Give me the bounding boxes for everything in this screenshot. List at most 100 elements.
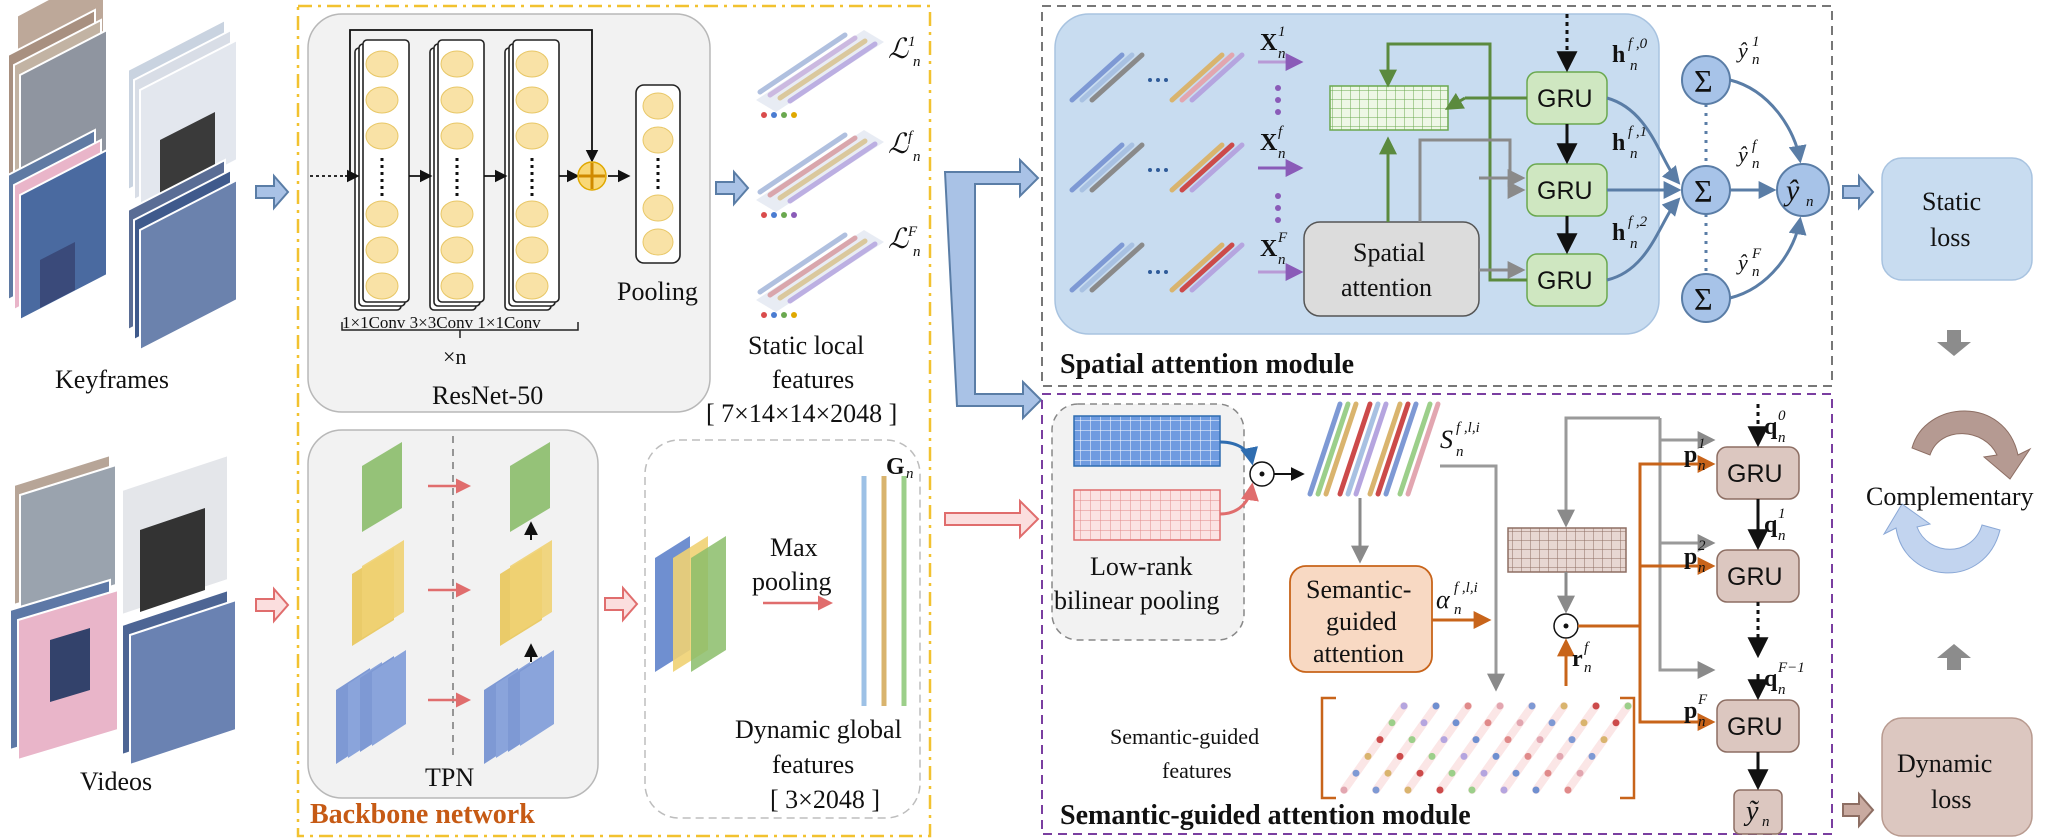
- static-loss-box: [1881, 157, 2033, 281]
- semantic-p-labels: p 1n p 2n p Fn: [1684, 436, 1708, 730]
- resnet-neurons: [365, 50, 549, 300]
- pooling-neurons: [642, 92, 674, 256]
- semantic-gru-flow: [1557, 404, 1769, 791]
- semantic-attention-line2: guided: [1326, 607, 1397, 636]
- svg-text:q: q: [1764, 512, 1778, 538]
- semantic-feature-strip: [1532, 702, 1600, 794]
- semantic-feature-dot: [1376, 736, 1384, 744]
- spatial-strip-ellipsis: [1148, 78, 1168, 274]
- svg-text:n: n: [1454, 602, 1462, 618]
- semantic-feature-strip: [1340, 702, 1408, 794]
- dynamic-loss-box: [1881, 717, 2033, 837]
- semantic-r-label: r f n: [1572, 640, 1592, 676]
- svg-text:q: q: [1764, 666, 1778, 692]
- semantic-S-label: S f ,l,i n: [1440, 420, 1480, 460]
- static-loss-symbols: ℒ 1 n ℒ f n ℒ F n: [888, 34, 921, 260]
- videos-to-backbone-arrow: [255, 586, 290, 624]
- semantic-feature-dot: [1592, 702, 1600, 710]
- svg-text:p: p: [1684, 442, 1697, 468]
- static-features-line1: Static local: [748, 331, 864, 360]
- semantic-feature-dot: [1528, 702, 1536, 710]
- static-L-sup-1: 1: [908, 34, 916, 50]
- semantic-feature-dot: [1352, 769, 1360, 777]
- semantic-feature-dot: [1464, 702, 1472, 710]
- bilinear-blue-matrix: [1073, 415, 1221, 467]
- tpn-lateral-arrows: [428, 478, 471, 708]
- svg-text:n: n: [1752, 52, 1760, 68]
- semantic-feature-dots: [1340, 702, 1632, 794]
- semantic-feature-dot: [1372, 786, 1380, 794]
- semantic-gru-2-label: GRU: [1727, 563, 1783, 591]
- svg-text:n: n: [1778, 430, 1786, 446]
- bilinear-label-line2: bilinear pooling: [1054, 586, 1219, 615]
- semantic-feature-dot: [1500, 786, 1508, 794]
- semantic-module-frame: [1041, 393, 1833, 835]
- svg-text:ŷ: ŷ: [1736, 142, 1748, 167]
- semantic-feature-dot: [1448, 769, 1456, 777]
- backbone-network-frame: [296, 4, 932, 838]
- svg-text:n: n: [1278, 252, 1286, 268]
- semantic-feature-strip: [1564, 702, 1632, 794]
- semantic-feature-dot: [1460, 752, 1468, 760]
- semantic-features-line2: features: [1162, 758, 1232, 783]
- svg-text:n: n: [1752, 264, 1760, 280]
- semantic-feature-dot: [1588, 752, 1596, 760]
- semantic-feature-dot: [1408, 736, 1416, 744]
- svg-text:h: h: [1612, 42, 1625, 68]
- keyframes-to-backbone-arrow: [255, 173, 290, 211]
- semantic-feature-dot: [1576, 769, 1584, 777]
- semantic-gru-3-label: GRU: [1727, 713, 1783, 741]
- svg-text:r: r: [1572, 646, 1583, 672]
- q-sup-0: 0: [1778, 408, 1786, 424]
- static-feature-dots: [761, 112, 797, 318]
- semantic-feature-dot: [1436, 786, 1444, 794]
- svg-text:h: h: [1612, 220, 1625, 246]
- svg-text:n: n: [1752, 156, 1760, 172]
- residual-add-symbol: [579, 163, 605, 189]
- dynamic-feature-maps: [655, 536, 726, 672]
- dynamic-loss-line2: loss: [1931, 785, 1971, 814]
- pink-to-product-arrow: [1219, 482, 1259, 516]
- svg-text:n: n: [906, 466, 914, 482]
- resnet-conv-labels: 1×1Conv 3×3Conv 1×1Conv: [342, 313, 541, 332]
- complementary-label: Complementary: [1866, 482, 2034, 511]
- resnet-brace: [341, 322, 579, 338]
- dynamic-to-semantic-arrow: [944, 498, 1040, 540]
- semantic-feature-strip: [1436, 702, 1504, 794]
- semantic-attention-line3: attention: [1313, 639, 1404, 668]
- p-sup-1: 1: [1698, 436, 1706, 452]
- svg-text:ℒ: ℒ: [888, 224, 909, 255]
- svg-text:n: n: [1698, 714, 1706, 730]
- semantic-feature-dot: [1404, 786, 1412, 794]
- semantic-feature-dot: [1484, 719, 1492, 727]
- static-down-arrow: [1937, 330, 1971, 356]
- static-to-spatial-arrow: [943, 157, 1043, 421]
- semantic-feature-dot: [1556, 752, 1564, 760]
- svg-text:n: n: [1778, 528, 1786, 544]
- static-L-sup-F: F: [907, 224, 918, 240]
- semantic-feature-dot: [1440, 736, 1448, 744]
- svg-text:ℒ: ℒ: [888, 129, 909, 160]
- svg-text:ℒ: ℒ: [888, 34, 909, 65]
- spatial-to-static-loss-arrow: [1842, 173, 1875, 211]
- semantic-feature-dot: [1400, 702, 1408, 710]
- svg-text:p: p: [1684, 698, 1697, 724]
- semantic-feature-dot: [1612, 719, 1620, 727]
- svg-text:ŷ: ŷ: [1736, 38, 1748, 63]
- svg-text:q: q: [1764, 414, 1778, 440]
- semantic-feature-dot: [1600, 736, 1608, 744]
- spatial-feature-strips: [1069, 52, 1245, 293]
- semantic-to-dynamic-loss-arrow: [1842, 791, 1875, 829]
- spatial-yhat-labels: ŷ 1n ŷ fn ŷ Fn: [1736, 34, 1762, 280]
- semantic-feature-strip: [1468, 702, 1536, 794]
- semantic-feature-dot: [1452, 719, 1460, 727]
- y-hat-output: ŷ: [1783, 174, 1800, 207]
- semantic-feature-dot: [1536, 736, 1544, 744]
- dynamic-features-shape: [ 3×2048 ]: [770, 785, 880, 814]
- q-sup-Fm1: F−1: [1777, 660, 1805, 676]
- semantic-feature-dot: [1388, 719, 1396, 727]
